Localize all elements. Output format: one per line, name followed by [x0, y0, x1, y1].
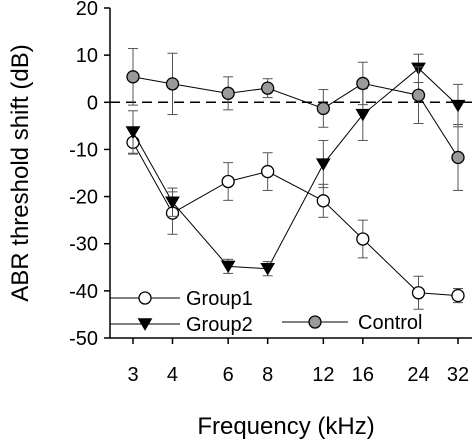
legend-marker-group1: [138, 291, 152, 305]
data-point-control: [126, 70, 140, 84]
y-tick-label: 20: [76, 0, 98, 20]
series-line-group1: [132, 142, 459, 297]
data-point-group1: [411, 286, 426, 300]
series-line-control: [132, 76, 459, 158]
data-point-group1: [451, 288, 465, 303]
x-tick-label: 3: [127, 364, 138, 386]
plot-frame: [109, 8, 472, 339]
x-tick-label: 6: [223, 364, 234, 386]
data-point-group1: [221, 174, 235, 189]
y-tick-label: -50: [69, 328, 98, 350]
data-point-control: [165, 77, 180, 91]
y-tick-label: 10: [76, 45, 98, 67]
data-point-group2: [220, 260, 236, 274]
series-layer: [125, 48, 466, 310]
x-tick-label: 24: [407, 364, 429, 386]
data-point-group2: [165, 196, 180, 210]
x-tick-label: 8: [262, 364, 273, 386]
series-control: [126, 48, 465, 191]
data-point-control: [411, 88, 426, 102]
legend-label-control: Control: [358, 312, 422, 334]
legend-label-group1: Group1: [186, 288, 253, 310]
data-point-group2: [355, 108, 371, 122]
legend-label-group2: Group2: [186, 314, 253, 336]
data-point-group2: [260, 263, 276, 276]
series-group1: [126, 130, 465, 310]
data-point-control: [316, 101, 330, 116]
x-tick-label: 32: [447, 364, 469, 386]
x-tick-label: 16: [352, 364, 374, 386]
legend-marker-control: [308, 315, 322, 329]
y-axis-label: ABR threshold shift (dB): [7, 44, 34, 301]
data-point-control: [356, 76, 370, 91]
y-tick-label: -40: [69, 281, 98, 303]
x-tick-label: 12: [312, 364, 334, 386]
x-axis-label: Frequency (kHz): [197, 413, 374, 440]
x-axis-ticks: 3 4 6 8 12 16 24 32: [127, 338, 469, 386]
data-point-group2: [315, 158, 331, 171]
y-tick-label: -30: [69, 234, 98, 256]
data-point-group1: [261, 164, 275, 179]
data-point-control: [261, 81, 275, 95]
series-group2: [125, 53, 466, 277]
data-point-control: [451, 150, 465, 165]
data-point-group2: [125, 126, 141, 139]
legend-item-group2: Group2: [110, 314, 253, 336]
y-axis-ticks: 20 10 0 -10 -20 -30 -40 -50: [69, 0, 110, 350]
data-point-group1: [356, 232, 370, 246]
data-point-group1: [316, 194, 330, 208]
legend-item-control: Control: [282, 312, 422, 334]
series-line-group2: [132, 67, 459, 270]
y-tick-label: -20: [69, 187, 98, 209]
legend-item-group1: Group1: [110, 288, 253, 310]
legend-marker-group2: [137, 318, 153, 331]
legend: Group1 Group2 Control: [110, 288, 422, 336]
y-tick-label: -10: [69, 139, 98, 161]
data-point-control: [221, 86, 235, 100]
x-tick-label: 4: [167, 364, 178, 386]
data-point-group2: [450, 99, 466, 113]
y-tick-label: 0: [87, 92, 98, 114]
